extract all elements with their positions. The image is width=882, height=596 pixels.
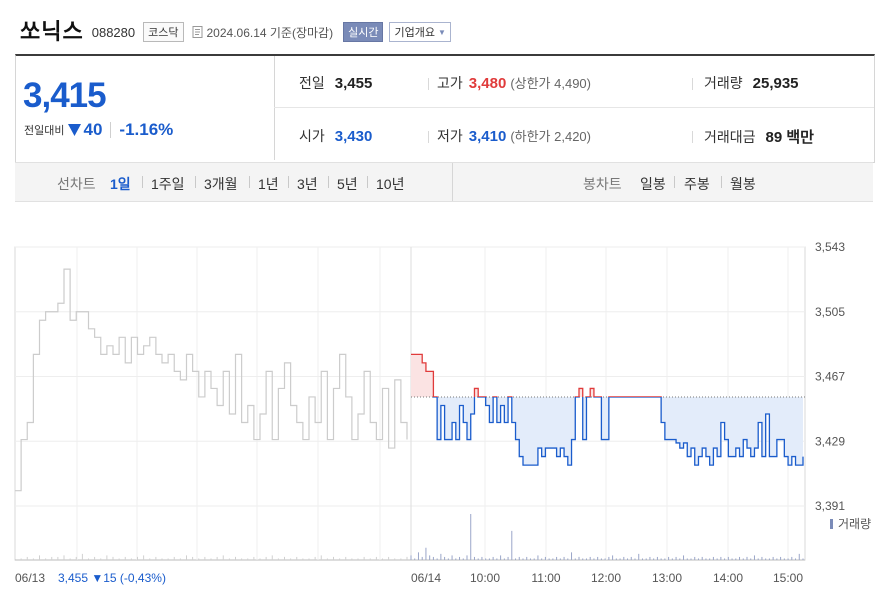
period-1week[interactable]: 1주일: [151, 176, 185, 192]
x-tick-label: 15:00: [773, 571, 803, 585]
down-triangle-icon: [68, 124, 82, 136]
prev-close-label: 전일: [299, 75, 325, 91]
candle-monthly[interactable]: 월봉: [730, 176, 756, 192]
x-tick-label: 06/14: [411, 571, 441, 585]
y-tick-label: 3,391: [815, 499, 845, 513]
divider: [452, 163, 453, 201]
volume-label: 거래량: [704, 75, 743, 91]
volume-legend-swatch: [830, 519, 833, 529]
period-1year[interactable]: 1년: [258, 176, 279, 192]
x-tick-label: 14:00: [713, 571, 743, 585]
y-tick-label: 3,505: [815, 305, 845, 319]
price-summary-panel: 3,415 전일대비 40 -1.16% 전일 3,455 고가 3,480 (…: [15, 54, 875, 163]
candle-chart-label: 봉차트: [583, 176, 622, 192]
volume-value: 25,935: [752, 75, 799, 92]
volume-item: 거래량 25,935: [704, 73, 799, 93]
open-value: 3,430: [334, 128, 373, 145]
low-value: 3,410: [468, 128, 507, 145]
document-icon: [192, 25, 202, 38]
high-label: 고가: [437, 75, 463, 91]
upper-limit: (상한가 4,490): [510, 76, 591, 91]
prev-close-item: 전일 3,455: [299, 73, 372, 93]
x-axis-labels: 06/13 06/14 10:00 11:00 12:00 13:00 14:00 15:00: [15, 571, 803, 585]
stock-title-row: 쏘닉스 088280 코스닥 2024.06.14 기준(장마감) 실시간 기업…: [20, 12, 451, 48]
volume-bars: [20, 514, 804, 560]
prev-close-value: 3,455: [334, 75, 373, 92]
divider: [288, 176, 289, 188]
period-3months[interactable]: 3개월: [204, 176, 238, 192]
current-price: 3,415: [23, 76, 107, 115]
chart-period-bar: 선차트 1일 1주일 3개월 1년 3년 5년 10년 봉차트 일봉 주봉 월봉: [15, 162, 873, 202]
company-overview-label: 기업개요: [394, 27, 435, 39]
divider: [692, 131, 693, 143]
prev-day-summary: 3,455 ▼15 (-0,43%): [58, 571, 166, 585]
high-value: 3,480: [468, 75, 507, 92]
prev-day-series-path: [15, 268, 408, 492]
divider: [721, 176, 722, 188]
today-down-line: [432, 396, 804, 466]
divider: [142, 176, 143, 188]
divider: [367, 176, 368, 188]
divider: [428, 78, 429, 90]
trade-amount-value: 89 백만: [765, 129, 814, 146]
x-tick-label: 06/13: [15, 571, 45, 585]
trade-amount-item: 거래대금 89 백만: [704, 126, 814, 147]
y-tick-label: 3,467: [815, 370, 845, 384]
high-price-item: 고가 3,480 (상한가 4,490): [437, 73, 591, 93]
open-price-item: 시가 3,430: [299, 126, 372, 146]
x-tick-label: 11:00: [531, 571, 560, 585]
divider: [249, 176, 250, 188]
price-change-row: 전일대비 40 -1.16%: [24, 120, 173, 140]
compare-label: 전일대비: [24, 125, 65, 137]
company-overview-dropdown[interactable]: 기업개요 ▼: [389, 22, 451, 42]
y-tick-label: 3,429: [815, 434, 845, 448]
price-change: 40: [83, 120, 103, 139]
price-change-percent: -1.16%: [119, 120, 174, 139]
line-chart-label: 선차트: [57, 176, 96, 192]
stock-code: 088280: [91, 25, 136, 40]
period-10years[interactable]: 10년: [376, 176, 405, 192]
row-divider: [274, 107, 874, 108]
divider: [674, 176, 675, 188]
low-label: 저가: [437, 128, 463, 144]
candle-daily[interactable]: 일봉: [640, 176, 666, 192]
divider: [195, 176, 196, 188]
x-tick-label: 12:00: [591, 571, 621, 585]
today-down-area: [437, 396, 803, 466]
trade-amount-label: 거래대금: [704, 129, 756, 145]
base-date: 2024.06.14 기준(장마감): [206, 25, 334, 40]
open-label: 시가: [299, 128, 325, 144]
y-axis-labels: 3,543 3,505 3,467 3,429 3,391: [815, 240, 845, 513]
x-tick-label: 13:00: [652, 571, 682, 585]
divider: [328, 176, 329, 188]
divider: [692, 78, 693, 90]
divider: [428, 131, 429, 143]
stock-name: 쏘닉스: [20, 19, 84, 44]
period-5years[interactable]: 5년: [337, 176, 358, 192]
period-1day[interactable]: 1일: [110, 176, 131, 192]
today-up-line: [411, 353, 662, 397]
y-tick-label: 3,543: [815, 240, 845, 254]
period-3years[interactable]: 3년: [297, 176, 318, 192]
volume-legend: 거래량: [838, 517, 871, 531]
x-tick-label: 10:00: [470, 571, 500, 585]
chevron-down-icon: ▼: [437, 27, 446, 37]
divider: [110, 122, 112, 138]
realtime-button[interactable]: 실시간: [343, 22, 384, 42]
market-badge: 코스닥: [143, 22, 184, 42]
lower-limit: (하한가 2,420): [510, 129, 591, 144]
today-price-line: [411, 353, 804, 466]
current-price-section: 3,415 전일대비 40 -1.16%: [16, 56, 275, 160]
prev-day-price-line: [15, 268, 408, 492]
today-price-area: [411, 354, 803, 466]
candle-weekly[interactable]: 주봉: [684, 176, 710, 192]
price-chart[interactable]: 3,543 3,505 3,467 3,429 3,391 06/13 06/14 10:0…: [0, 210, 882, 596]
low-price-item: 저가 3,410 (하한가 2,420): [437, 126, 591, 146]
